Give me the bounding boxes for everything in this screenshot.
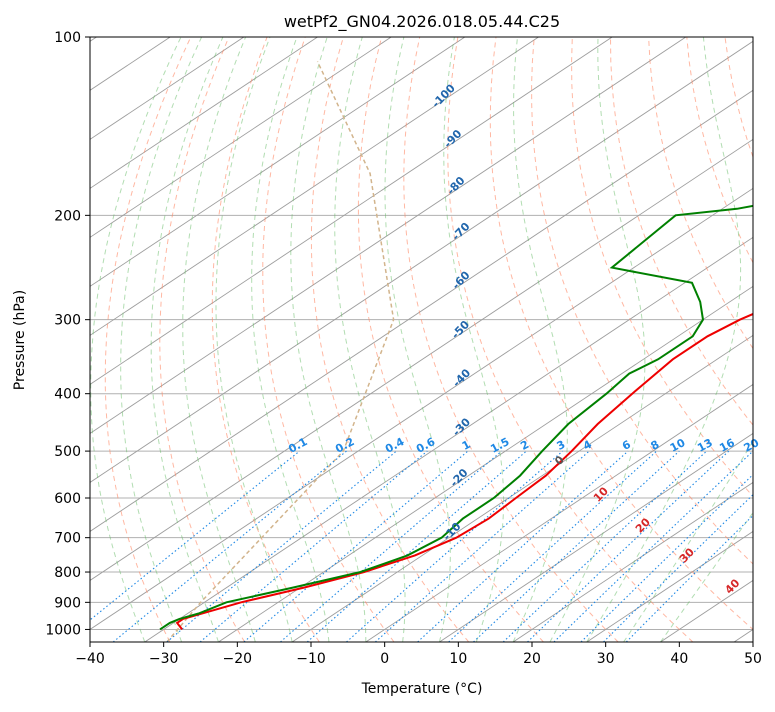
- y-tick-label: 700: [54, 531, 81, 547]
- x-axis-label: Temperature (°C): [361, 681, 483, 697]
- x-tick-label: 50: [744, 651, 762, 667]
- x-tick-label: 20: [523, 651, 541, 667]
- y-tick-label: 100: [54, 30, 81, 46]
- y-tick-label: 900: [54, 595, 81, 611]
- y-tick-label: 1000: [45, 622, 81, 638]
- x-tick-label: 0: [380, 651, 389, 667]
- x-tick-label: 30: [597, 651, 615, 667]
- y-tick-label: 400: [54, 387, 81, 403]
- x-tick-label: −10: [296, 651, 326, 667]
- x-tick-label: 40: [670, 651, 688, 667]
- y-tick-label: 300: [54, 313, 81, 329]
- x-tick-label: 10: [449, 651, 467, 667]
- y-axis-label: Pressure (hPa): [12, 290, 28, 390]
- y-tick-label: 600: [54, 491, 81, 507]
- x-tick-label: −30: [149, 651, 179, 667]
- y-tick-label: 200: [54, 208, 81, 224]
- x-tick-label: −20: [223, 651, 253, 667]
- x-tick-label: −40: [75, 651, 105, 667]
- y-tick-label: 500: [54, 444, 81, 460]
- y-tick-label: 800: [54, 565, 81, 581]
- chart-title: wetPf2_GN04.2026.018.05.44.C25: [284, 12, 560, 32]
